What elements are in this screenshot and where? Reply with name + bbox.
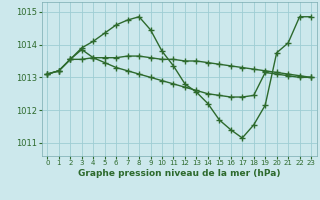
X-axis label: Graphe pression niveau de la mer (hPa): Graphe pression niveau de la mer (hPa)	[78, 169, 280, 178]
